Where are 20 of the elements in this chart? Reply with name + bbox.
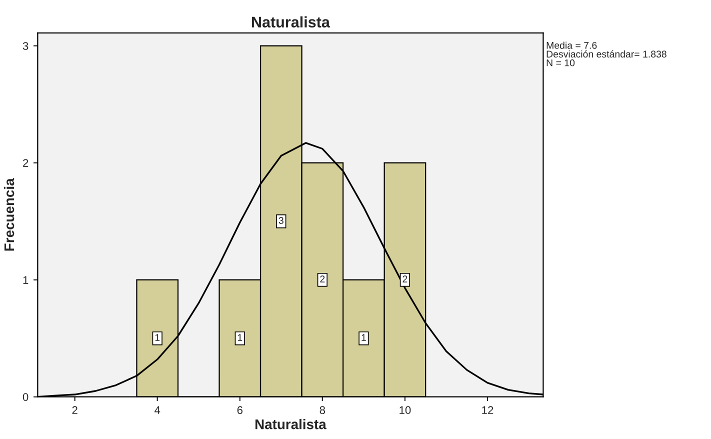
y-tick-label: 3 bbox=[22, 42, 28, 50]
x-tick-label: 12 bbox=[482, 406, 494, 414]
y-tick-label: 0 bbox=[22, 393, 28, 401]
chart-title: Naturalista bbox=[252, 16, 330, 28]
x-axis-title: Naturalista bbox=[255, 419, 326, 430]
data-label: 1 bbox=[155, 334, 160, 341]
data-label: 2 bbox=[402, 276, 408, 282]
data-label: 2 bbox=[320, 276, 325, 282]
y-tick-label: 2 bbox=[23, 159, 28, 167]
x-tick-label: 8 bbox=[320, 406, 326, 414]
x-tick-label: 6 bbox=[237, 406, 242, 414]
y-tick-label: 1 bbox=[23, 276, 28, 284]
data-label: 3 bbox=[278, 217, 284, 224]
x-tick-label: 4 bbox=[154, 406, 160, 414]
data-label: 1 bbox=[238, 334, 242, 341]
x-tick-label: 10 bbox=[400, 406, 411, 414]
data-label: 1 bbox=[362, 334, 366, 341]
x-tick-label: 2 bbox=[72, 406, 78, 414]
text: Media = 7.6 Desviación estándar= 1.838 N = 10 bbox=[546, 42, 666, 66]
y-axis-title: Frecuencia bbox=[4, 178, 14, 251]
